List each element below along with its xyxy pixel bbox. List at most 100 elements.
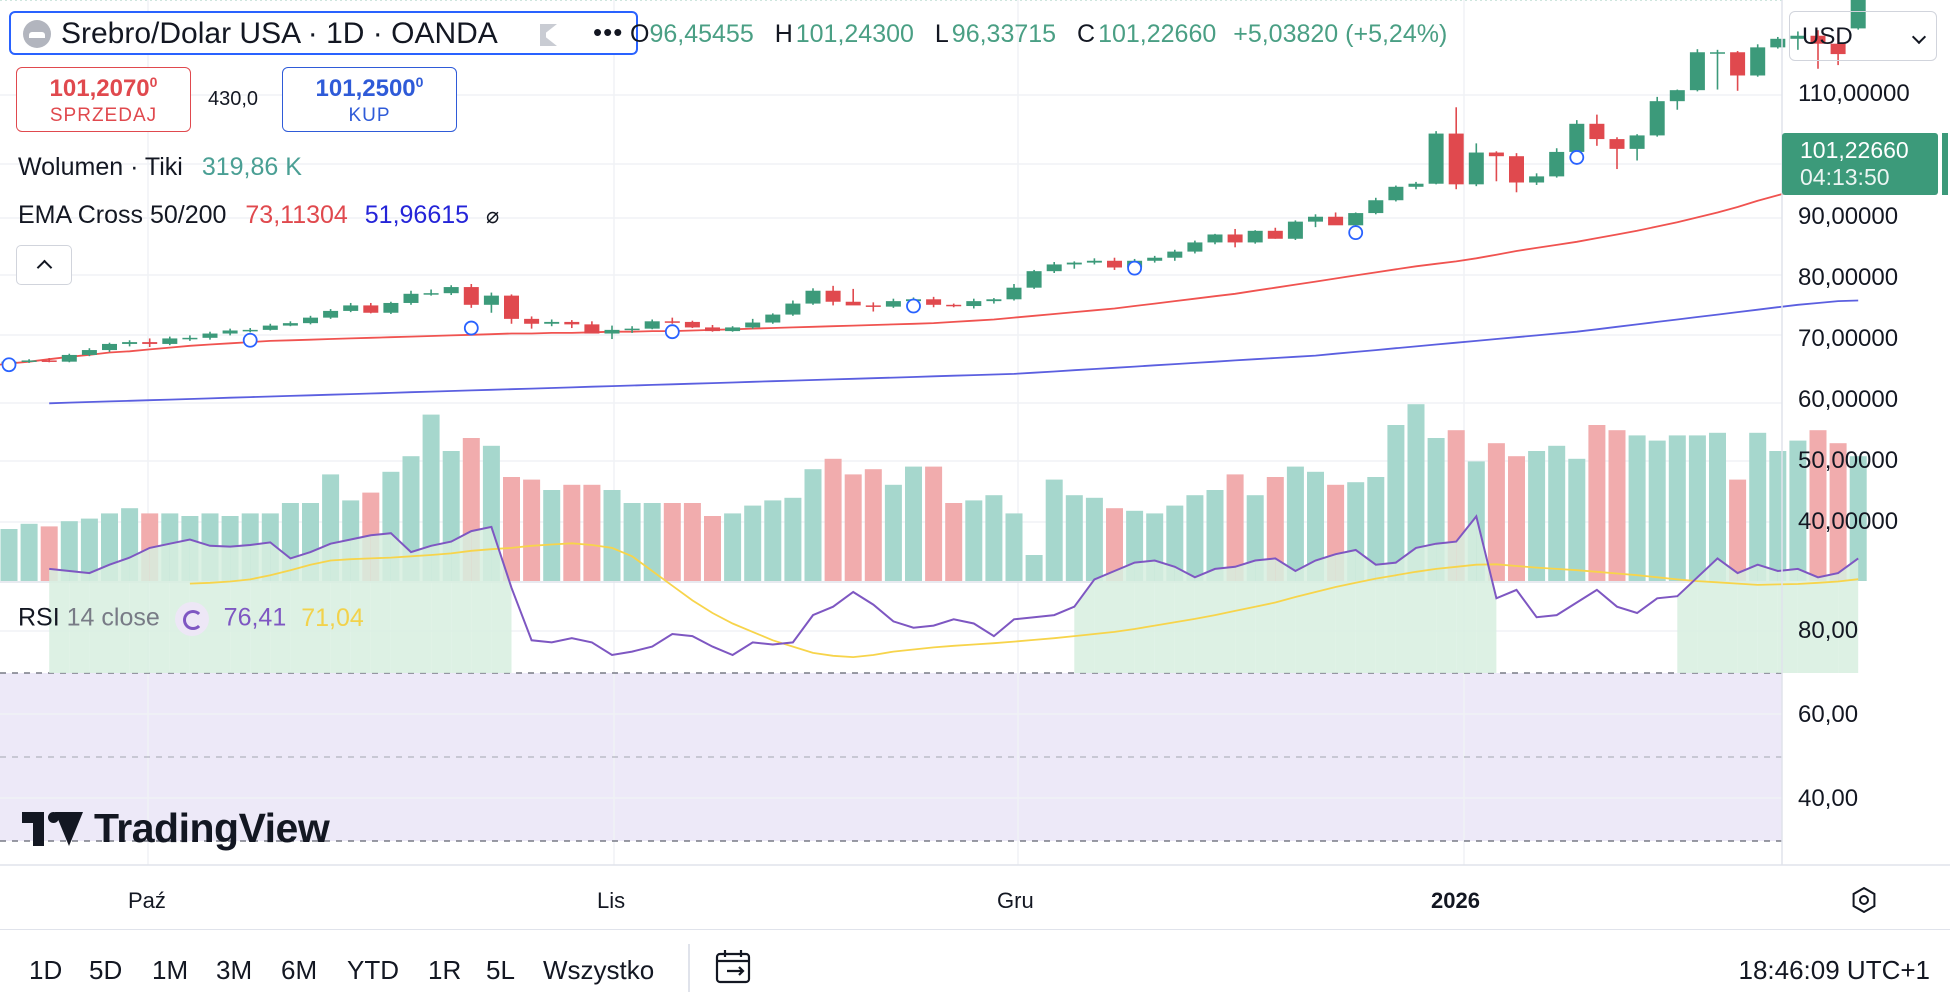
settings-gear-icon[interactable]: [1851, 887, 1877, 913]
volume-bar: [583, 484, 601, 581]
currency-value: USD: [1802, 23, 1853, 50]
range-ytd[interactable]: YTD: [347, 955, 399, 985]
candle-body: [303, 317, 318, 324]
range-1r[interactable]: 1R: [428, 955, 462, 985]
price-axis-label: 70,00000: [1798, 325, 1899, 352]
candle-body: [1589, 123, 1605, 140]
price-axis-label: 110,00000: [1798, 80, 1910, 107]
volume-bar: [1387, 425, 1405, 581]
candle-body: [1046, 264, 1062, 272]
volume-bar: [1528, 451, 1546, 581]
candle-body: [1328, 216, 1344, 226]
rsi-overbought-fill: [1114, 562, 1135, 673]
open-value: 96,45455: [649, 20, 754, 48]
candle-body: [423, 293, 439, 295]
volume-bar: [40, 526, 58, 581]
close-value: 101,22660: [1098, 20, 1217, 48]
volume-bar: [1789, 440, 1807, 581]
rsi-overbought-fill: [1134, 560, 1155, 673]
rsi-overbought-fill: [1797, 568, 1818, 673]
flag-icon[interactable]: [540, 24, 557, 46]
volume-bar: [643, 503, 661, 581]
candle-body: [986, 299, 1002, 302]
volume-bar: [844, 474, 862, 581]
range-5l[interactable]: 5L: [486, 955, 515, 985]
event-marker: [463, 320, 479, 336]
time-axis-label: Lis: [597, 888, 626, 913]
volume-bar: [1729, 479, 1747, 581]
chart-canvas[interactable]: [0, 0, 1950, 929]
range-6m[interactable]: 6M: [281, 955, 318, 985]
candle-body: [61, 354, 77, 362]
volume-bar: [784, 497, 802, 581]
last-price-edge: [1942, 133, 1948, 195]
go-to-date-calendar-icon[interactable]: [715, 949, 753, 985]
candle-body: [1669, 90, 1685, 102]
range-1d[interactable]: 1D: [29, 955, 63, 985]
hide-indicator-icon[interactable]: ⌀: [486, 203, 500, 228]
clock-timezone[interactable]: 18:46:09 UTC+1: [1738, 955, 1930, 985]
candle-body: [41, 360, 57, 362]
candle-body: [162, 338, 178, 344]
rsi-overbought-fill: [149, 543, 170, 673]
volume-bar: [1307, 471, 1324, 581]
ema-legend[interactable]: EMA Cross 50/200 73,11304 51,96615 ⌀: [18, 201, 499, 230]
volume-bar: [744, 505, 762, 581]
range-3m[interactable]: 3M: [216, 955, 253, 985]
rsi-axis-label: 80,00: [1798, 617, 1859, 644]
symbol-header[interactable]: Srebro/Dolar USA · 1D · OANDA •••: [9, 11, 638, 55]
candle-body: [1308, 216, 1323, 222]
candle-body: [282, 323, 298, 326]
candle-body: [1026, 271, 1042, 288]
volume-bar: [1367, 477, 1385, 581]
rsi-ma-line: [189, 542, 1859, 659]
rsi-overbought-fill: [109, 557, 130, 673]
range-1m[interactable]: 1M: [152, 955, 189, 985]
volume-bar: [864, 469, 882, 581]
collapse-legend-button[interactable]: [16, 245, 72, 285]
price-axis-label: 60,00000: [1798, 386, 1899, 413]
bar-countdown: 04:13:50: [1800, 164, 1890, 190]
rsi-overbought-fill: [1818, 573, 1839, 673]
volume-bar: [985, 495, 1003, 581]
range-all[interactable]: Wszystko: [543, 955, 655, 985]
volume-bar: [60, 521, 78, 581]
rsi-overbought-fill: [1697, 558, 1718, 673]
rsi-overbought-fill: [1737, 564, 1758, 673]
candle-body: [363, 305, 379, 313]
rsi-legend[interactable]: RSI 14 close 76,41 71,04: [18, 602, 364, 636]
event-marker: [1127, 260, 1142, 276]
more-options-icon[interactable]: •••: [593, 17, 624, 47]
candle-body: [1549, 151, 1565, 177]
range-5d[interactable]: 5D: [89, 955, 123, 985]
sell-label: SPRZEDAJ: [49, 105, 158, 126]
candle-body: [966, 301, 982, 307]
buy-button[interactable]: 101,25000 KUP: [282, 67, 457, 132]
candle-body: [262, 325, 278, 330]
volume-legend[interactable]: Wolumen · Tiki 319,86 K: [18, 153, 302, 182]
silver-symbol-icon: [23, 20, 51, 48]
rsi-overbought-fill: [1476, 516, 1497, 673]
candle-body: [1770, 38, 1786, 48]
candle-body: [1730, 52, 1746, 76]
rsi-params: 14 close: [66, 603, 160, 632]
candle-body: [584, 324, 600, 334]
candle-body: [463, 287, 479, 305]
volume-bar: [1688, 435, 1706, 581]
volume-bar: [1769, 451, 1787, 581]
sell-button[interactable]: 101,20700 SPRZEDAJ: [16, 67, 191, 132]
volume-bar: [764, 500, 782, 581]
time-axis-label: 2026: [1431, 888, 1480, 913]
rsi-overbought-fill: [1194, 568, 1215, 673]
rsi-overbought-fill: [129, 547, 150, 673]
candle-body: [1267, 230, 1283, 239]
candle-body: [1348, 213, 1364, 226]
volume-bar: [704, 516, 721, 581]
volume-bar: [1106, 508, 1123, 581]
volume-bar: [824, 458, 842, 581]
candle-body: [885, 301, 901, 307]
candle-body: [664, 321, 680, 323]
currency-select[interactable]: USD: [1789, 11, 1937, 61]
refresh-icon[interactable]: [174, 602, 209, 636]
tradingview-logo[interactable]: TradingView: [22, 805, 330, 852]
